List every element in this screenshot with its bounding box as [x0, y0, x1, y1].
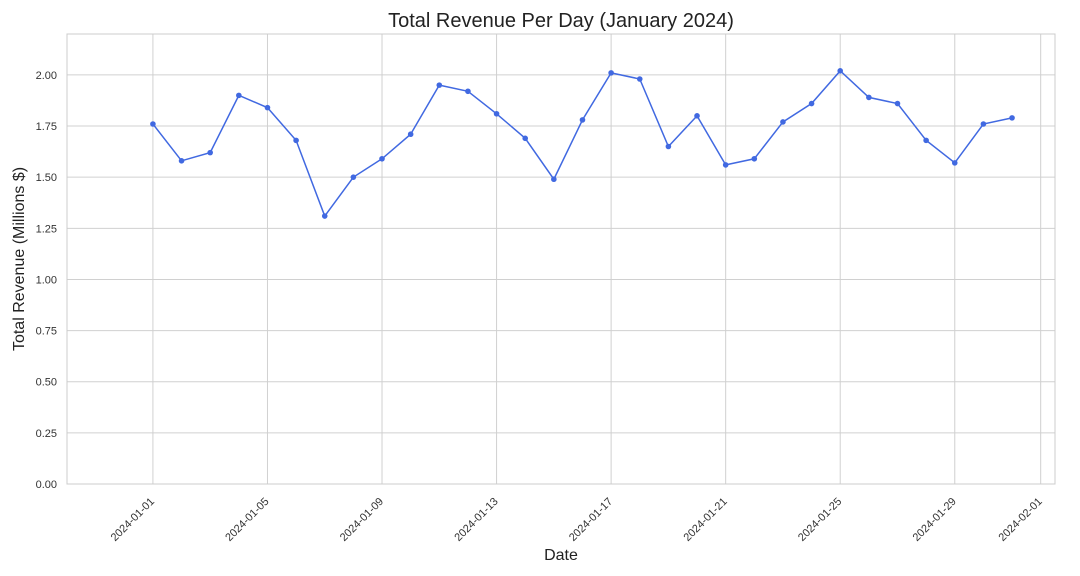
data-point — [923, 137, 929, 144]
x-tick-label: 2024-01-01 — [109, 496, 157, 544]
x-tick-label: 2024-01-09 — [338, 496, 386, 544]
y-tick-label: 1.25 — [36, 223, 57, 235]
data-point — [321, 213, 328, 219]
x-tick-label: 2024-02-01 — [997, 496, 1045, 544]
data-point — [522, 135, 529, 142]
data-point — [780, 119, 786, 125]
data-point — [808, 100, 815, 107]
data-point — [264, 104, 271, 111]
data-point — [722, 162, 729, 168]
data-point — [150, 121, 156, 127]
y-tick-label: 1.50 — [36, 172, 57, 184]
plot-frame — [66, 33, 1056, 485]
x-tick-label: 2024-01-29 — [911, 496, 959, 544]
data-point — [1009, 115, 1015, 121]
data-point — [980, 121, 987, 127]
data-point — [350, 174, 357, 180]
chart-title: Total Revenue Per Day (January 2024) — [388, 10, 734, 32]
revenue-series-line — [152, 69, 1013, 218]
y-tick-label: 0.75 — [36, 326, 57, 338]
data-point — [293, 137, 299, 144]
x-axis-ticks: 2024-01-01 2024-01-05 2024-01-09 2024-01-13… — [109, 496, 1045, 544]
x-tick-label: 2024-01-21 — [682, 496, 730, 544]
data-point — [837, 68, 844, 74]
y-axis-ticks: 0.00 0.25 0.50 0.75 1.00 1.25 1.50 1.75 2.00 — [36, 70, 57, 491]
data-point — [665, 143, 672, 150]
y-tick-label: 0.00 — [36, 479, 57, 491]
y-tick-label: 0.50 — [36, 377, 57, 389]
y-axis-label: Total Revenue (Millions $) — [11, 167, 28, 351]
y-tick-label: 1.00 — [36, 274, 57, 286]
data-point — [951, 160, 958, 166]
data-point — [866, 94, 872, 101]
y-tick-label: 0.25 — [36, 428, 57, 440]
data-point — [694, 113, 700, 119]
x-tick-label: 2024-01-17 — [567, 496, 615, 544]
data-point — [178, 158, 185, 164]
grid — [67, 34, 1055, 485]
data-point — [608, 70, 614, 76]
data-point — [236, 92, 242, 99]
data-point — [551, 176, 557, 183]
data-point — [493, 110, 500, 117]
data-points — [150, 68, 1015, 219]
data-point — [379, 155, 385, 162]
x-tick-label: 2024-01-25 — [796, 496, 844, 544]
data-point — [207, 149, 213, 156]
data-point — [894, 100, 901, 107]
data-point — [636, 76, 643, 82]
data-point — [751, 155, 758, 162]
series-line-layer — [152, 69, 1013, 218]
x-axis-label: Date — [544, 547, 578, 564]
y-tick-label: 2.00 — [36, 70, 57, 82]
data-point — [579, 117, 586, 123]
data-point — [436, 82, 443, 88]
data-point — [407, 131, 414, 138]
y-tick-label: 1.75 — [36, 121, 57, 133]
x-tick-label: 2024-01-13 — [452, 496, 500, 544]
x-tick-label: 2024-01-05 — [223, 496, 271, 544]
data-point — [465, 88, 471, 95]
